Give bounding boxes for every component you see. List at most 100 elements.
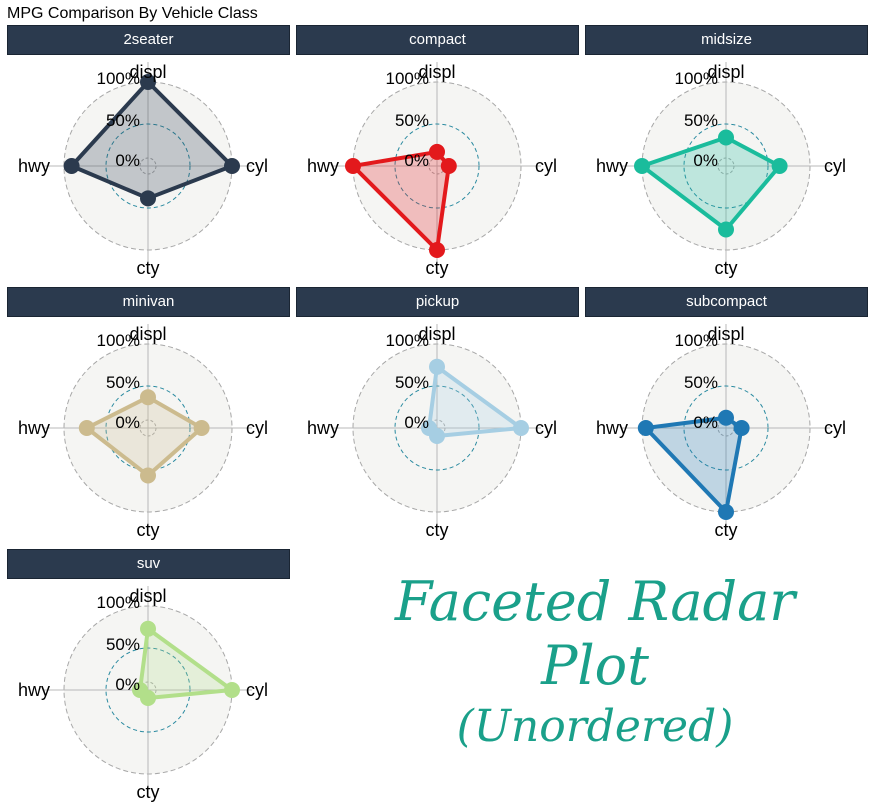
facet-strip-label: pickup: [296, 287, 579, 317]
axis-label-hwy: hwy: [18, 418, 50, 438]
axis-label-cyl: cyl: [246, 156, 268, 176]
data-point-hwy: [63, 158, 80, 174]
grid-mid-circle: [683, 123, 769, 209]
radar-plot: 100% 50% 0% displ cyl cty hwy: [18, 586, 268, 802]
axis-label-displ: displ: [129, 586, 166, 606]
data-point-cty: [718, 504, 734, 520]
data-point-displ: [718, 129, 734, 146]
axis-label-displ: displ: [418, 62, 455, 82]
facet-compact: compact 100% 50% 0% displ cyl cty hwy: [296, 25, 579, 285]
grid-label: 100%: [97, 593, 140, 612]
grid-label: 50%: [106, 111, 140, 130]
grid-mid-circle: [105, 123, 191, 209]
grid-inner-circle: [717, 157, 735, 175]
grid-label: 100%: [97, 69, 140, 88]
grid-label: 50%: [684, 111, 718, 130]
facet-midsize: midsize 100% 50% 0% displ cyl cty hwy: [585, 25, 868, 285]
radar-plot: 100% 50% 0% displ cyl cty hwy: [307, 324, 557, 540]
facet-pickup: pickup 100% 50% 0% displ cyl cty hwy: [296, 287, 579, 547]
facet-minivan: minivan 100% 50% 0% displ cyl cty hwy: [7, 287, 290, 547]
data-point-cty: [140, 190, 156, 207]
data-point-hwy: [634, 158, 650, 174]
caption-line-3: (Unordered): [456, 701, 734, 752]
radar-plot: 100% 50% 0% displ cyl cty hwy: [18, 62, 268, 278]
axis-label-cty: cty: [425, 520, 448, 540]
data-point-displ: [140, 389, 156, 406]
radar-plot: 100% 50% 0% displ cyl cty hwy: [596, 62, 846, 278]
axis-label-cyl: cyl: [535, 156, 557, 176]
grid-label: 50%: [395, 111, 429, 130]
grid-label: 50%: [106, 373, 140, 392]
axis-label-cyl: cyl: [246, 418, 268, 438]
data-point-cty: [429, 242, 445, 258]
grid-label: 0%: [404, 413, 429, 432]
data-point-hwy: [345, 158, 361, 174]
chart-title: MPG Comparison By Vehicle Class: [7, 5, 258, 22]
caption-line-2: Plot: [541, 634, 649, 697]
data-point-hwy: [132, 682, 148, 698]
facet-strip-label: compact: [296, 25, 579, 55]
grid-label: 100%: [386, 69, 429, 88]
facet-2seater: 2seater 100% 50% 0% displ cyl cty hwy: [7, 25, 290, 285]
axis-label-hwy: hwy: [307, 418, 339, 438]
grid-inner-circle: [139, 419, 157, 437]
data-point-hwy: [78, 420, 95, 436]
axis-label-cty: cty: [425, 258, 448, 278]
data-point-cyl: [513, 420, 529, 436]
facet-strip-label: subcompact: [585, 287, 868, 317]
axis-label-cyl: cyl: [535, 418, 557, 438]
data-point-cyl: [733, 420, 750, 436]
axis-label-hwy: hwy: [18, 156, 50, 176]
grid-label: 0%: [693, 413, 718, 432]
axis-label-hwy: hwy: [596, 156, 628, 176]
radar-plot: 100% 50% 0% displ cyl cty hwy: [596, 324, 846, 540]
data-point-displ: [429, 358, 445, 375]
axis-label-cyl: cyl: [824, 156, 846, 176]
grid-label: 0%: [115, 675, 140, 694]
grid-label: 100%: [675, 331, 718, 350]
grid-mid-circle: [394, 385, 480, 471]
grid-inner-circle: [139, 157, 157, 175]
axis-label-cyl: cyl: [246, 680, 268, 700]
grid-label: 0%: [115, 151, 140, 170]
axis-label-cty: cty: [136, 258, 159, 278]
facet-strip-label: minivan: [7, 287, 290, 317]
grid-mid-circle: [683, 385, 769, 471]
data-point-displ: [718, 409, 734, 426]
facet-subcompact: subcompact 100% 50% 0% displ cyl cty hwy: [585, 287, 868, 547]
axis-label-displ: displ: [707, 62, 744, 82]
axis-label-cty: cty: [136, 520, 159, 540]
facet-strip-label: midsize: [585, 25, 868, 55]
grid-label: 0%: [404, 151, 429, 170]
grid-label: 0%: [693, 151, 718, 170]
data-point-hwy: [637, 420, 654, 436]
axis-label-cty: cty: [714, 520, 737, 540]
data-point-displ: [429, 143, 445, 160]
grid-label: 0%: [115, 413, 140, 432]
data-point-cyl: [224, 682, 240, 698]
axis-label-hwy: hwy: [307, 156, 339, 176]
grid-label: 100%: [97, 331, 140, 350]
grid-mid-circle: [394, 123, 480, 209]
data-point-cyl: [771, 158, 788, 174]
radar-plot: 100% 50% 0% displ cyl cty hwy: [18, 324, 268, 540]
data-point-cty: [718, 221, 734, 238]
caption: Faceted Radar Plot (Unordered): [345, 570, 845, 756]
data-point-cyl: [440, 158, 457, 174]
axis-label-cty: cty: [714, 258, 737, 278]
axis-label-displ: displ: [707, 324, 744, 344]
data-point-displ: [140, 74, 156, 90]
facet-suv: suv 100% 50% 0% displ cyl cty hwy: [7, 549, 290, 809]
data-point-cyl: [224, 158, 240, 174]
grid-label: 100%: [386, 331, 429, 350]
axis-label-cty: cty: [136, 782, 159, 802]
grid-label: 50%: [684, 373, 718, 392]
caption-line-1: Faceted Radar: [394, 570, 796, 633]
data-point-cty: [140, 467, 156, 484]
radar-plot: 100% 50% 0% displ cyl cty hwy: [307, 62, 557, 278]
axis-label-displ: displ: [418, 324, 455, 344]
data-point-hwy: [421, 420, 437, 436]
axis-label-displ: displ: [129, 324, 166, 344]
grid-label: 50%: [106, 635, 140, 654]
facet-strip-label: 2seater: [7, 25, 290, 55]
